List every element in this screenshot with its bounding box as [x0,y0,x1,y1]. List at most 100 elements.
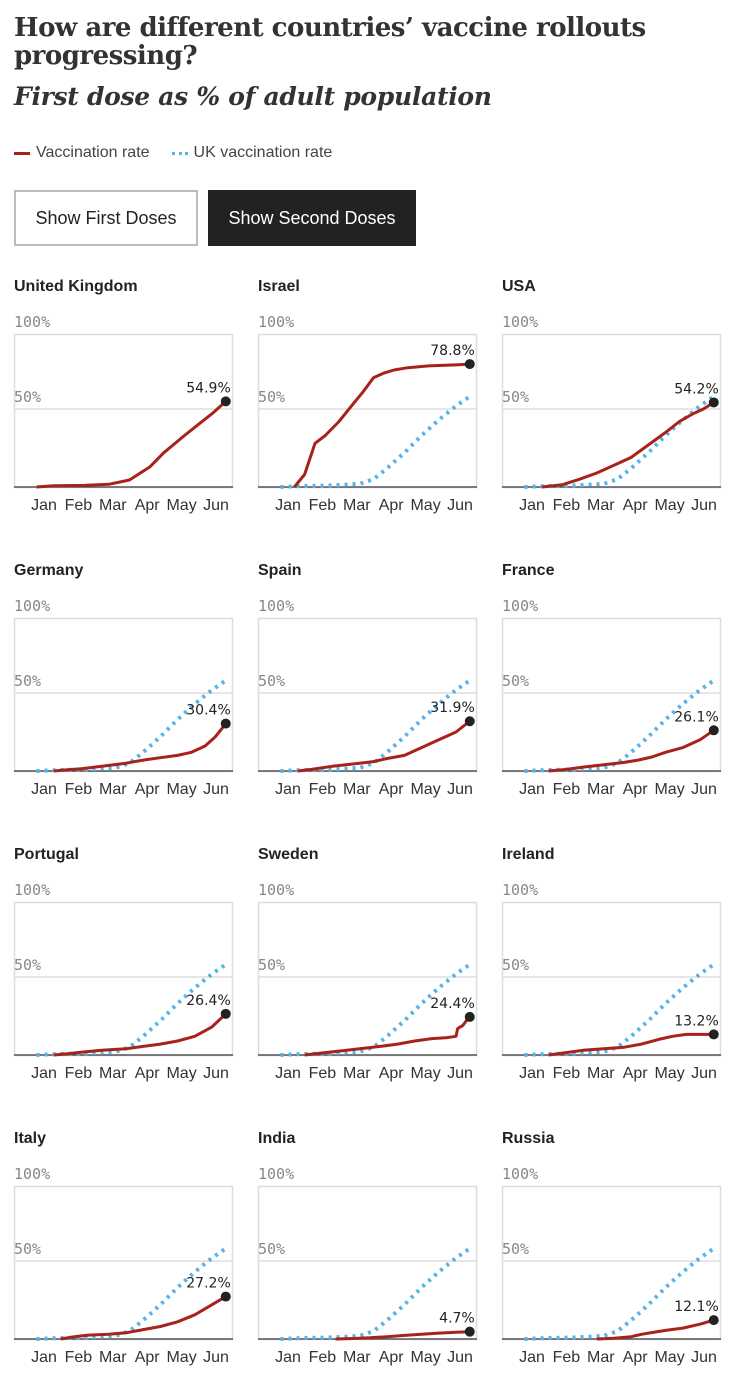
uk-rate-line [280,1246,471,1341]
end-value-label: 54.9% [186,380,230,396]
x-tick-label: Jan [519,497,545,514]
vaccination-rate-line [297,720,471,773]
y-tick-label-100: 100% [14,597,50,615]
y-tick-label-100: 100% [258,597,294,615]
country-title: Sweden [258,846,319,863]
y-tick-label-100: 100% [258,881,294,899]
x-tick-label: Feb [309,1349,337,1366]
x-tick-label: May [166,1349,196,1366]
endpoint-dot [708,725,719,736]
country-title: Russia [502,1130,555,1147]
x-tick-label: Mar [587,1349,615,1366]
plot-frame [501,901,722,1057]
vaccination-rate-line [548,1032,714,1057]
end-value-label: 26.4% [186,993,230,1009]
panel-india: India 100% 50% Jan Feb Mar Apr May Jun 4.7% [257,1130,490,1380]
x-tick-label: Jan [31,1349,57,1366]
endpoint-dot [708,397,719,408]
vaccination-rate-line [335,1330,470,1341]
x-tick-label: Jun [447,1349,473,1366]
y-tick-label-100: 100% [502,597,538,615]
uk-rate-line [280,678,471,773]
x-tick-label: Apr [623,497,649,514]
line-chart-germany: 100% 50% Jan Feb Mar Apr May Jun 30.4% [13,597,234,798]
endpoint-dot [708,1029,719,1040]
x-tick-label: Jan [31,497,57,514]
x-tick-label: Apr [379,1065,405,1082]
plot-frame [13,333,234,489]
x-tick-label: May [654,1065,684,1082]
x-tick-label: May [654,781,684,798]
x-tick-label: Apr [135,1065,161,1082]
y-tick-label-100: 100% [502,881,538,899]
country-title: USA [502,278,536,295]
x-tick-label: Feb [553,781,581,798]
x-tick-label: Jun [691,1065,717,1082]
x-tick-label: Jan [275,1065,301,1082]
x-tick-label: May [410,1065,440,1082]
x-tick-label: Jun [203,497,229,514]
uk-rate-line [36,678,227,773]
x-tick-label: Apr [135,497,161,514]
line-chart-united-kingdom: 100% 50% Jan Feb Mar Apr May Jun 54.9% [13,313,234,514]
y-tick-label-50: 50% [502,388,529,406]
solid-line-swatch-icon [14,151,30,155]
x-tick-label: Jan [519,781,545,798]
plot-frame [13,1185,234,1341]
x-tick-label: May [654,497,684,514]
x-tick-label: May [166,497,196,514]
x-tick-label: Jun [203,1349,229,1366]
x-tick-label: Apr [623,1349,649,1366]
show-second-doses-button[interactable]: Show Second Doses [208,190,416,246]
x-tick-label: Jun [203,781,229,798]
x-tick-label: Jun [447,1065,473,1082]
x-tick-label: Apr [135,781,161,798]
y-tick-label-50: 50% [258,956,285,974]
y-tick-label-100: 100% [14,313,50,331]
x-tick-label: May [410,781,440,798]
x-tick-label: Jun [447,497,473,514]
vaccination-rate-line [304,1015,471,1057]
x-tick-label: Apr [379,1349,405,1366]
endpoint-dot [464,359,475,370]
end-value-label: 12.1% [674,1299,718,1315]
line-chart-sweden: 100% 50% Jan Feb Mar Apr May Jun 24.4% [257,881,478,1082]
country-title: Ireland [502,846,555,863]
plot-frame [501,1185,722,1341]
vaccination-rate-line [60,1295,227,1341]
plot-frame [257,617,478,773]
line-chart-italy: 100% 50% Jan Feb Mar Apr May Jun 27.2% [13,1165,234,1366]
panel-france: France 100% 50% Jan Feb Mar Apr May Jun 26.1% [501,562,734,812]
end-value-label: 4.7% [439,1311,475,1327]
endpoint-dot [708,1315,719,1326]
dotted-line-swatch-icon [171,151,188,155]
show-first-doses-button[interactable]: Show First Doses [14,190,198,246]
uk-rate-line [524,1246,715,1341]
uk-rate-line [524,678,715,773]
y-tick-label-100: 100% [14,1165,50,1183]
x-tick-label: Mar [99,781,127,798]
y-tick-label-50: 50% [502,672,529,690]
x-tick-label: Jan [275,497,301,514]
x-tick-label: Feb [65,781,93,798]
y-tick-label-100: 100% [14,881,50,899]
x-tick-label: Feb [309,1065,337,1082]
x-tick-label: Apr [135,1349,161,1366]
line-chart-france: 100% 50% Jan Feb Mar Apr May Jun 26.1% [501,597,722,798]
country-title: Italy [14,1130,47,1147]
endpoint-dot [220,396,231,407]
line-chart-spain: 100% 50% Jan Feb Mar Apr May Jun 31.9% [257,597,478,798]
country-title: Israel [258,278,300,295]
y-tick-label-100: 100% [502,1165,538,1183]
x-tick-label: May [654,1349,684,1366]
y-tick-label-50: 50% [14,388,41,406]
panel-italy: Italy 100% 50% Jan Feb Mar Apr May Jun 27.2% [13,1130,246,1380]
y-tick-label-100: 100% [258,1165,294,1183]
endpoint-dot [464,1326,475,1337]
chart-title: How are different countries’ vaccine rol… [14,13,646,71]
x-tick-label: May [166,1065,196,1082]
country-title: Germany [14,562,84,579]
y-tick-label-50: 50% [258,1240,285,1258]
y-tick-label-50: 50% [258,388,285,406]
x-tick-label: Feb [553,497,581,514]
